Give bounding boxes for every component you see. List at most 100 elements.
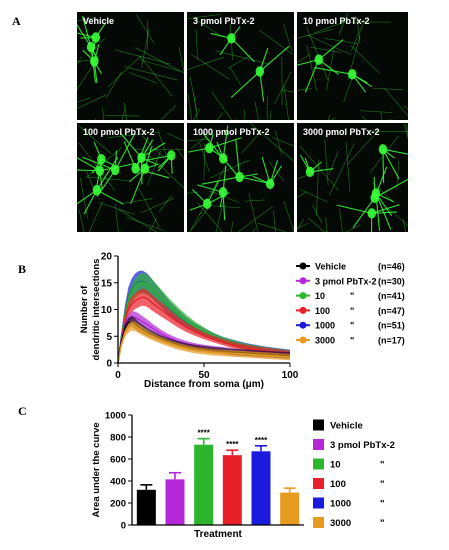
neurite [237,205,273,232]
neurite [77,56,83,66]
x-axis-title: Treatment [194,529,242,540]
neurite [272,137,294,147]
significance-label: **** [226,440,239,449]
series-error-band [118,272,290,363]
legend-marker [299,306,307,314]
soma [378,144,388,155]
legend-label: Vehicle [330,421,363,432]
legend-label: 1000 [315,321,335,331]
dendrite [239,176,275,185]
neurite [160,104,177,120]
legend-label: 3000 [330,518,351,529]
legend-n: (n=17) [378,336,405,346]
neurite [78,125,111,154]
neurite [197,202,223,232]
neurite [230,221,234,232]
neurite [372,88,403,90]
panel-c-letter: C [18,404,27,418]
legend-label: 10 [315,291,325,301]
legend-n: (n=30) [378,276,405,286]
neurite [273,210,276,232]
neurite [102,107,104,120]
neuron-image [297,123,408,232]
dendrite [201,176,240,185]
neurite [176,147,184,159]
neurite [187,93,193,120]
bar [136,489,156,525]
neurite [402,218,407,232]
soma [90,56,99,67]
neurite [143,149,184,189]
neurite [120,198,153,204]
neurite [136,14,155,44]
micrograph-label: 100 pmol PbTx-2 [83,127,155,137]
neurite [210,159,250,179]
series-line [117,296,291,364]
neurite [124,66,178,81]
y-tick-label: 15 [101,278,113,289]
panel-a-letter: A [12,14,21,28]
micrograph-3-pmol: 3 pmol PbTx-2 [186,11,295,121]
soma [92,184,102,196]
neurite [328,150,339,176]
micrograph-label: 3000 pmol PbTx-2 [303,127,380,137]
neurite [297,169,323,180]
neurite [360,110,393,113]
soma [314,54,324,65]
dendrite [197,184,224,193]
y-tick-label: 400 [110,477,126,488]
dendrite [371,204,400,214]
neurite [370,130,408,133]
dendrite [114,134,135,171]
neurite [306,34,352,56]
neurite [325,217,328,232]
neurite [329,143,355,196]
neurite [157,130,169,161]
neurite [316,159,320,216]
dendrite [352,197,376,228]
neurite [138,187,160,228]
neurite [241,133,260,154]
neurite [198,166,226,216]
legend-swatch [313,497,324,509]
neurite [283,85,289,120]
soma [205,142,214,154]
dendrite [374,166,388,199]
neurite [283,201,294,232]
neuron-image [77,125,184,232]
neurite [78,208,85,232]
neurite [314,21,347,34]
neurite [117,208,158,232]
legend-swatch [313,517,324,528]
y-tick-label: 800 [110,433,126,444]
legend-ditto: " [350,321,354,331]
neurite [338,12,349,35]
neurite [190,129,216,149]
neurite [187,14,221,19]
neurite [297,223,309,229]
dendrite [382,149,385,183]
soma [131,163,140,174]
dendrite [96,189,124,205]
neurite [250,123,294,162]
series-error-band [118,320,290,363]
neurite [215,194,226,232]
neurite [406,124,408,138]
neurite [199,142,210,172]
neurite [248,192,259,232]
soma [97,154,106,165]
legend-swatch [313,458,324,470]
y-tick-label: 0 [121,521,126,532]
bar [280,492,300,525]
y-tick-label: 0 [106,359,112,370]
legend-swatch [313,419,324,431]
micrograph-label: 1000 pmol PbTx-2 [193,127,270,137]
legend-label: 3 pmol PbTx-2 [330,440,395,451]
neurite [346,135,374,166]
y-axis-title-line: Number of [79,285,90,333]
neurite [114,49,170,65]
neurite [148,217,158,232]
y-tick-label: 600 [110,455,126,466]
dendrite [297,59,319,66]
